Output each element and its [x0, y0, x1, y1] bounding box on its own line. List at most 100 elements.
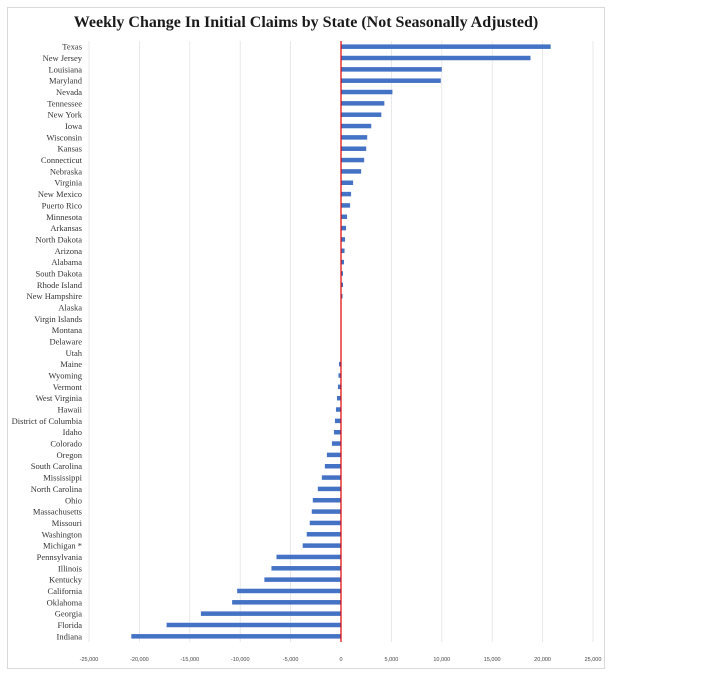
bar [338, 373, 341, 378]
bar [341, 135, 368, 140]
category-label: Oregon [57, 450, 83, 460]
category-label: Illinois [58, 563, 82, 573]
category-label: Washington [42, 529, 83, 539]
category-label: Alaska [58, 302, 82, 312]
bar [341, 157, 365, 163]
bar [341, 203, 351, 208]
bar [341, 78, 441, 83]
category-label: Texas [62, 42, 82, 52]
bar [341, 191, 352, 197]
category-label: California [48, 586, 83, 596]
bar [302, 543, 341, 548]
bar [341, 248, 345, 254]
bar [341, 146, 367, 151]
bar [333, 429, 341, 435]
bar [324, 463, 341, 469]
bar [200, 611, 341, 616]
bar [341, 237, 346, 242]
bar [341, 67, 442, 72]
category-label: Wisconsin [46, 132, 82, 142]
category-label: Georgia [55, 609, 82, 619]
x-tick-label: 20,000 [534, 657, 551, 663]
category-label: Oklahoma [47, 597, 83, 607]
chart-title: Weekly Change In Initial Claims by State… [73, 14, 539, 31]
category-label: Indiana [57, 631, 83, 641]
bar [312, 498, 341, 503]
category-label: North Dakota [35, 234, 82, 244]
bar [341, 214, 348, 220]
bar [338, 361, 341, 367]
x-tick-label: 15,000 [484, 657, 501, 663]
bar [341, 271, 344, 276]
category-label: Virginia [54, 178, 82, 188]
bar [264, 577, 341, 582]
category-label: New Hampshire [27, 291, 83, 301]
bar [341, 112, 382, 117]
bar [335, 407, 341, 412]
bar [341, 225, 347, 231]
category-label: Montana [52, 325, 82, 335]
bar [341, 169, 362, 174]
x-tick-label: 0 [339, 657, 342, 663]
category-label: Hawaii [57, 405, 82, 415]
category-label: Ohio [65, 495, 82, 505]
bar [166, 622, 341, 628]
x-tick-label: -20,000 [130, 657, 149, 663]
bar [232, 600, 341, 605]
category-label: New York [48, 110, 83, 120]
category-label: Arizona [55, 246, 83, 256]
bar [341, 44, 551, 49]
category-label: South Dakota [35, 268, 82, 278]
bar [331, 441, 341, 446]
bar [237, 588, 341, 594]
bar [311, 509, 341, 514]
category-label: District of Columbia [12, 416, 83, 426]
bar [131, 634, 341, 639]
category-label: Wyoming [49, 371, 83, 381]
category-label: Maine [60, 359, 82, 369]
category-label: Idaho [63, 427, 82, 437]
category-label: Louisiana [48, 64, 82, 74]
category-label: Maryland [49, 76, 83, 86]
x-tick-label: -10,000 [231, 657, 250, 663]
category-label: Florida [57, 620, 82, 630]
category-label: New Jersey [43, 53, 83, 63]
category-label: Colorado [50, 439, 82, 449]
x-tick-label: 10,000 [433, 657, 450, 663]
category-label: Mississippi [43, 473, 82, 483]
category-label: Puerto Rico [42, 200, 82, 210]
category-label: Arkansas [50, 223, 82, 233]
bar [341, 180, 354, 185]
bar [321, 475, 341, 480]
bar [306, 532, 341, 537]
category-label: Michigan * [43, 541, 82, 551]
x-tick-label: 25,000 [585, 657, 602, 663]
bar [341, 123, 372, 129]
bar [341, 282, 344, 288]
category-label: North Carolina [31, 484, 82, 494]
category-label: Kansas [57, 144, 82, 154]
category-label: Connecticut [41, 155, 83, 165]
x-tick-label: 5,000 [385, 657, 399, 663]
bar [309, 520, 341, 526]
x-tick-label: -25,000 [80, 657, 99, 663]
bar [326, 452, 341, 458]
category-label: Vermont [53, 382, 83, 392]
bar [341, 259, 345, 265]
bar [341, 89, 393, 95]
category-label: Missouri [52, 518, 83, 528]
category-label: Iowa [65, 121, 82, 131]
category-label: West Virginia [36, 393, 83, 403]
bar [341, 293, 343, 299]
bar [317, 486, 341, 492]
category-label: South Carolina [31, 461, 82, 471]
category-label: Pennsylvania [37, 552, 83, 562]
category-label: Tennessee [47, 98, 82, 108]
category-label: New Mexico [38, 189, 82, 199]
category-label: Nebraska [50, 166, 82, 176]
category-label: Virgin Islands [34, 314, 82, 324]
category-label: Nevada [56, 87, 82, 97]
category-label: Kentucky [49, 575, 83, 585]
bar [334, 418, 341, 424]
